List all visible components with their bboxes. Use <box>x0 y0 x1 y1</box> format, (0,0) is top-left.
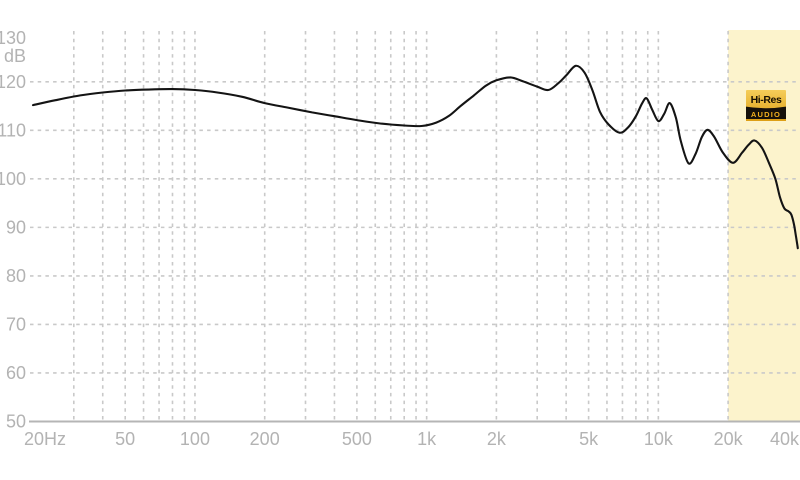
y-tick-label: 130 <box>0 28 26 48</box>
y-tick-label: 60 <box>6 363 26 383</box>
x-tick-label: 10k <box>644 429 674 449</box>
hires-region <box>728 30 800 422</box>
y-axis-unit-label: dB <box>4 46 26 66</box>
frequency-response-curve <box>31 64 799 250</box>
x-tick-label: 20k <box>714 429 744 449</box>
y-tick-label: 110 <box>0 121 26 141</box>
x-tick-label: 200 <box>250 429 280 449</box>
badge-hires-text: Hi-Res <box>751 94 782 106</box>
grid-horizontal-lines <box>30 80 798 374</box>
y-tick-label: 80 <box>6 266 26 286</box>
x-tick-label: 500 <box>342 429 372 449</box>
y-tick-label: 120 <box>0 72 26 92</box>
y-tick-label: 50 <box>6 412 26 432</box>
y-tick-label: 90 <box>6 218 26 238</box>
hires-audio-badge: Hi-Res AUDIO <box>746 90 786 121</box>
y-tick-label: 70 <box>6 315 26 335</box>
grid-vertical-lines <box>73 31 729 421</box>
x-tick-label: 1k <box>417 429 437 449</box>
x-tick-label: 5k <box>579 429 599 449</box>
x-tick-label: 50 <box>115 429 135 449</box>
badge-black-band <box>746 106 786 119</box>
x-tick-label: 100 <box>180 429 210 449</box>
y-tick-label: 100 <box>0 169 26 189</box>
x-tick-label: 20Hz <box>24 429 66 449</box>
x-tick-label: 2k <box>487 429 507 449</box>
badge-audio-text: AUDIO <box>751 110 781 119</box>
x-axis-tick-labels: 20Hz 50 100 200 500 1k 2k 5k 10k 20k 40k <box>24 429 800 449</box>
y-axis-tick-labels: 130 120 110 100 90 80 70 60 50 <box>0 28 26 432</box>
badge-gold-baseline <box>746 119 786 121</box>
x-tick-label: 40k <box>770 429 800 449</box>
